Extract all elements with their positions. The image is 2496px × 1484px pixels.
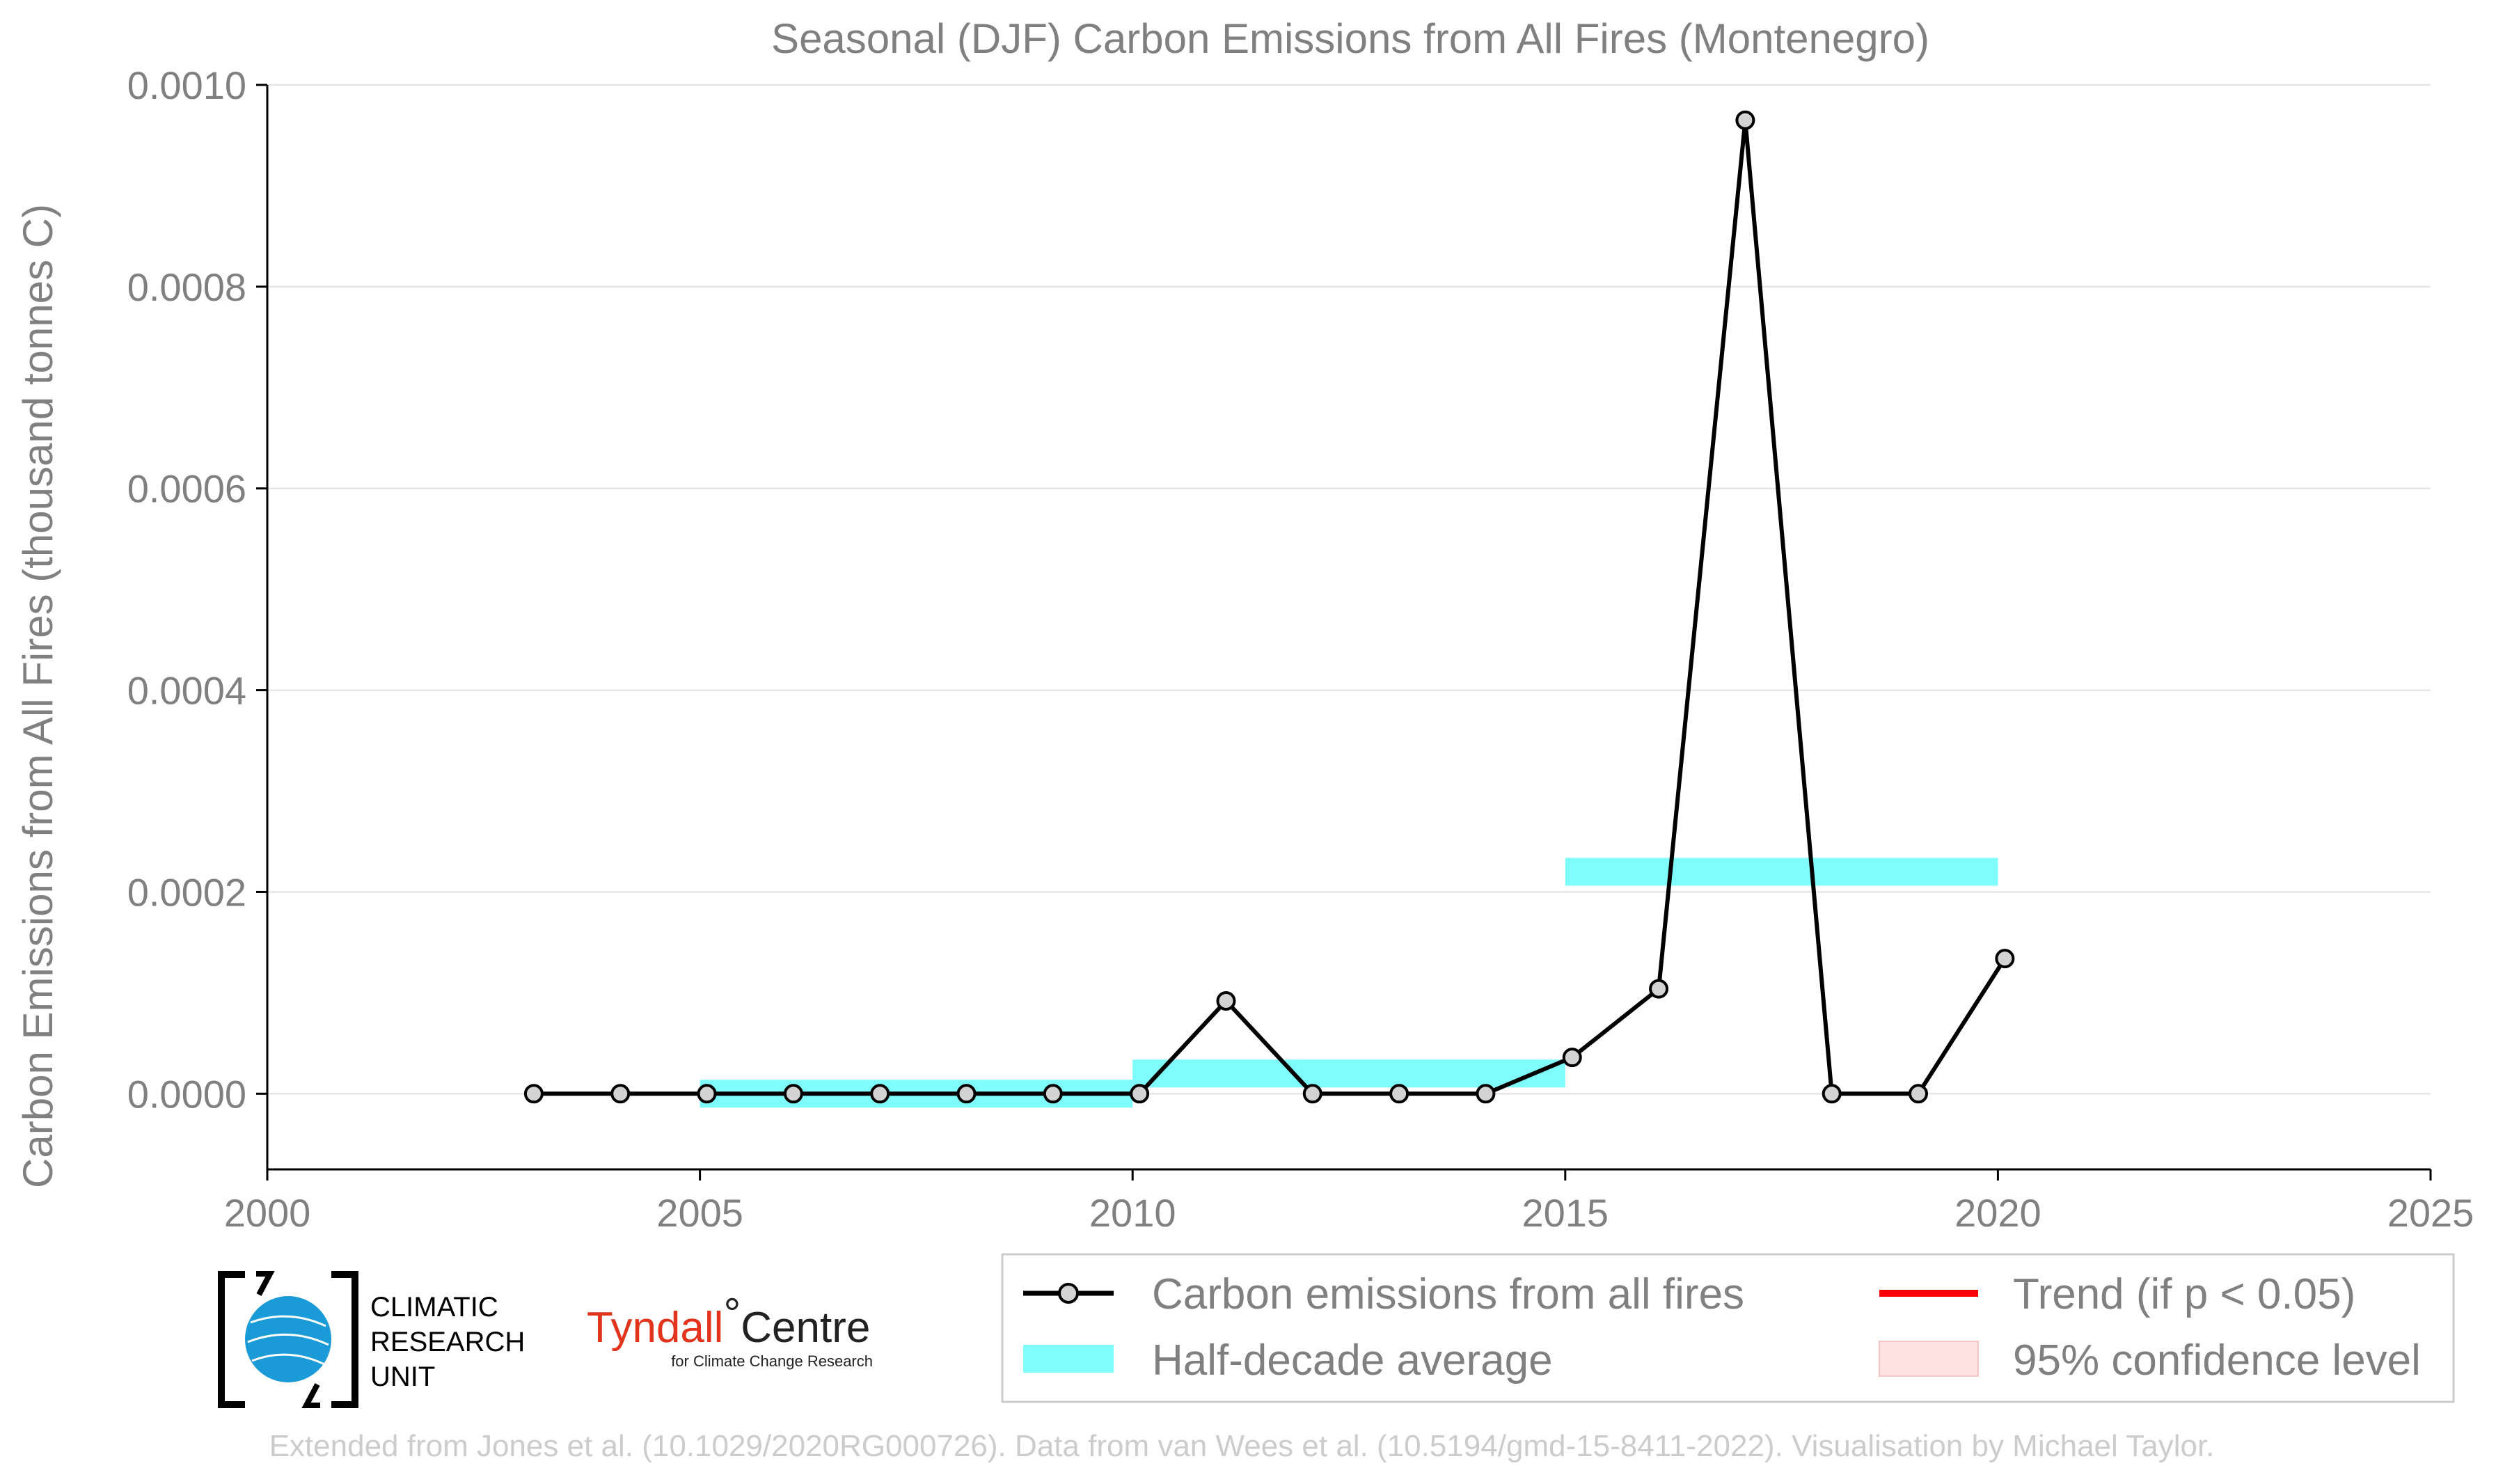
tyndall-logo: Tyndall°Centre for Climate Change Resear… [587,1290,873,1370]
cru-logo-line1: CLIMATIC [370,1292,498,1323]
cru-logo-line3: UNIT [370,1361,435,1392]
y-tick-label-2: 0.0004 [127,669,246,713]
half-decade-band-2 [1565,858,1998,886]
cru-logo-line2: RESEARCH [370,1327,525,1357]
legend-box [1001,1253,2455,1403]
legend-label-confidence: 95% confidence level [2013,1336,2421,1384]
y-tick-label-0: 0.0000 [127,1072,246,1116]
series-line-0 [533,118,2007,1096]
x-tick-label-3: 2015 [1522,1191,1609,1235]
tyndall-sub: for Climate Change Research [671,1352,873,1370]
y-tick-labels: 0.0000 0.0002 0.0004 0.0006 0.0008 0.0010 [127,63,267,1116]
data-point-2019 [1909,1084,1929,1104]
svg-text:Tyndall°Centre: Tyndall°Centre [587,1290,870,1352]
half-decade-average-bands [700,858,1998,1108]
data-point-2013 [1389,1084,1409,1104]
tyndall-centre: Centre [741,1304,870,1352]
data-point-2007 [870,1084,890,1104]
legend-swatch-average [1023,1345,1114,1373]
x-tick-label-0: 2000 [224,1191,311,1235]
data-point-2014 [1476,1084,1496,1104]
data-point-2004 [610,1084,631,1104]
x-tick-label-4: 2020 [1954,1191,2041,1235]
x-tick-label-1: 2005 [656,1191,743,1235]
x-tick-label-5: 2025 [2387,1191,2474,1235]
data-point-2015 [1562,1048,1582,1068]
series-group [523,110,2015,1104]
data-point-2003 [523,1084,544,1104]
y-tick-label-4: 0.0008 [127,265,246,309]
grid-lines [267,84,2431,1095]
data-point-2010 [1130,1084,1150,1104]
x-tick-labels: 2000 2005 2010 2015 2020 2025 [224,1169,2474,1235]
legend-label-average: Half-decade average [1152,1336,1553,1384]
footer-credit: Extended from Jones et al. (10.1029/2020… [269,1429,2215,1463]
legend-swatch-confidence [1879,1341,1979,1377]
legend-label-trend: Trend (if p < 0.05) [2013,1270,2355,1318]
y-axis-label: Carbon Emissions from All Fires (thousan… [15,204,61,1188]
data-point-2018 [1822,1084,1842,1104]
y-tick-label-1: 0.0002 [127,870,246,914]
legend-label-emissions: Carbon emissions from all fires [1152,1270,1744,1318]
data-point-2008 [956,1084,977,1104]
data-point-2005 [697,1084,717,1104]
chart-title: Seasonal (DJF) Carbon Emissions from All… [771,15,1929,62]
y-tick-label-3: 0.0006 [127,467,246,511]
half-decade-band-1 [1132,1059,1565,1088]
y-tick-label-5: 0.0010 [127,63,246,107]
data-point-2020 [1995,949,2015,969]
x-tick-label-2: 2010 [1089,1191,1176,1235]
data-point-2012 [1302,1084,1322,1104]
tyndall-name: Tyndall [587,1304,723,1352]
legend: Carbon emissions from all fires Trend (i… [1001,1253,2455,1403]
data-point-2006 [783,1084,803,1104]
data-point-2016 [1649,979,1669,999]
legend-marker-emissions [1058,1283,1079,1304]
axes [266,85,2431,1171]
tyndall-degree: ° [723,1290,741,1338]
data-point-2009 [1043,1084,1063,1104]
data-point-2017 [1735,110,1755,130]
data-point-2011 [1216,990,1236,1011]
cru-logo: CLIMATIC RESEARCH UNIT [218,1271,525,1408]
